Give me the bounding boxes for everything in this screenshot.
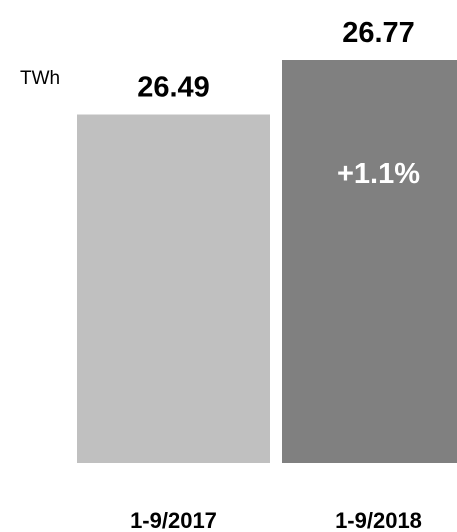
value-label-1-9-2017: 26.49: [137, 72, 210, 104]
unit-label: TWh: [20, 68, 60, 89]
bar-1-9-2017: [77, 114, 270, 463]
labels-group: 26.49 1-9/2017 26.77 1-9/2018 +1.1%: [130, 17, 422, 532]
change-label: +1.1%: [337, 158, 420, 190]
category-label-1-9-2017: 1-9/2017: [130, 508, 217, 532]
bars-group: [77, 60, 457, 463]
category-label-1-9-2018: 1-9/2018: [335, 508, 422, 532]
value-label-1-9-2018: 26.77: [342, 17, 415, 49]
bar-1-9-2018: [282, 60, 457, 463]
